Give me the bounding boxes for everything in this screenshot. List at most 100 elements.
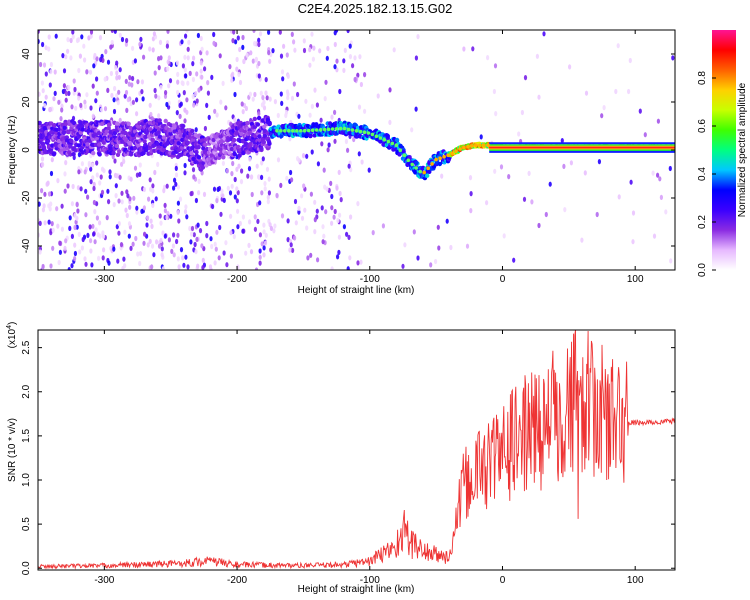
noise-speckle [241,214,245,220]
ridge-peak [462,145,466,150]
noise-speckle [471,46,475,52]
noise-speckle [127,221,132,227]
noise-speckle [140,79,144,85]
noise-speckle [119,242,124,248]
noise-speckle [58,249,63,255]
noise-speckle [117,230,121,236]
ridge-cell [96,130,102,136]
noise-speckle [517,131,521,137]
noise-speckle [40,188,44,194]
ridge-peak [338,126,343,131]
noise-speckle [95,215,99,221]
ridge-cell [97,152,102,157]
noise-speckle [176,256,180,262]
noise-speckle [131,99,135,105]
noise-speckle [165,101,169,108]
noise-speckle [98,180,102,186]
noise-speckle [668,165,672,172]
noise-speckle [231,160,235,167]
colorbar-ticks: 0.0 0.2 0.4 0.6 0.8 [697,71,716,277]
noise-speckle [309,191,313,197]
noise-speckle [51,227,55,233]
ridge-cell [176,141,181,146]
ridge-peak [291,129,295,133]
noise-speckle [326,45,330,52]
ridge-cell [51,123,57,128]
ridge-peak [446,153,450,158]
noise-speckle [128,196,132,202]
noise-speckle [583,170,587,176]
noise-speckle [133,165,138,171]
snr-series-line [38,330,675,570]
noise-speckle [186,46,190,52]
noise-speckle [213,108,217,114]
noise-speckle [191,61,195,67]
noise-speckle [185,97,189,103]
noise-speckle [305,225,309,231]
noise-speckle [63,188,67,194]
noise-speckle [125,37,129,44]
noise-speckle [78,249,82,255]
noise-speckle [41,162,45,168]
noise-speckle [240,168,244,174]
noise-speckle [195,98,199,104]
noise-speckle [167,83,171,89]
colorbar-tick-label: 0.8 [697,71,708,85]
ridge-peak [318,128,323,132]
noise-speckle [40,156,45,162]
noise-speckle [138,260,142,267]
noise-speckle [248,156,252,162]
noise-speckle [347,234,351,240]
noise-speckle [233,194,237,200]
noise-speckle [251,96,255,102]
noise-speckle [321,224,325,230]
noise-speckle [131,45,135,51]
noise-speckle [322,233,326,239]
noise-speckle [77,169,81,175]
noise-speckle [125,107,129,113]
noise-speckle [96,232,100,238]
noise-speckle [174,181,178,187]
ridge-cell [262,128,267,133]
noise-speckle [376,93,380,99]
noise-speckle [108,169,112,175]
noise-speckle [117,74,121,80]
noise-speckle [199,60,203,66]
noise-speckle [356,260,360,266]
noise-speckle [107,199,111,205]
noise-speckle [74,105,78,111]
noise-speckle [315,102,319,108]
noise-speckle [269,225,273,231]
noise-speckle [652,233,657,239]
noise-speckle [108,174,112,180]
ridge-peak [470,144,474,148]
noise-speckle [101,233,106,239]
ridge-cell [121,121,126,126]
noise-speckle [47,219,51,225]
noise-speckle [64,238,68,244]
noise-speckle [157,113,161,119]
y-tick-label: 1.5 [21,428,32,442]
noise-speckle [233,117,237,123]
noise-speckle [44,45,48,51]
noise-speckle [544,211,548,218]
ridge-cell [257,134,262,139]
noise-speckle [66,37,70,43]
noise-speckle [64,160,68,166]
spectrogram-x-label: Height of straight line (km) [298,285,415,296]
noise-speckle [84,212,88,218]
noise-speckle [250,191,254,198]
noise-speckle [118,117,122,123]
noise-speckle [177,264,181,270]
snr-multiplier: (x104) [6,322,18,349]
noise-speckle [45,181,50,187]
ridge-peak [398,148,403,152]
noise-speckle [217,255,221,261]
noise-speckle [335,58,339,64]
noise-speckle [76,208,80,214]
noise-speckle [273,223,277,229]
noise-speckle [349,214,353,220]
ridge-cell [239,131,244,137]
noise-speckle [89,33,93,39]
noise-speckle [196,222,200,228]
